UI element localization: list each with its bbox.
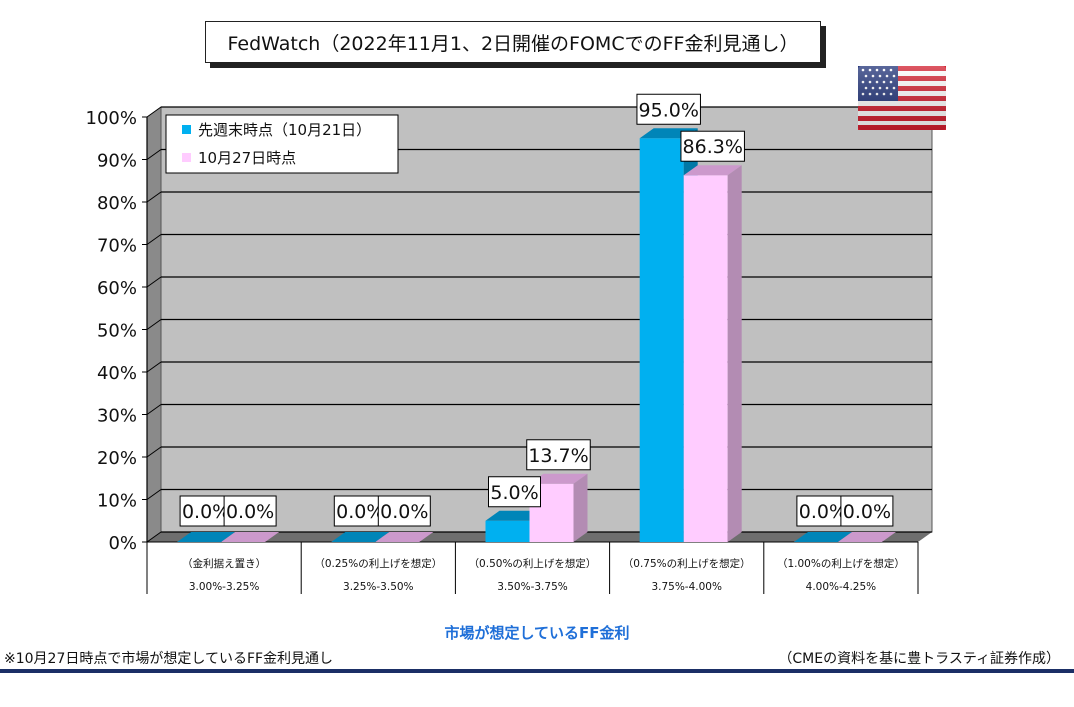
chart-title: FedWatch（2022年11月1、2日開催のFOMCでのFF金利見通し） <box>205 21 821 63</box>
legend-label: 10月27日時点 <box>198 149 296 167</box>
bar-top <box>177 532 236 542</box>
data-label-box <box>526 439 591 471</box>
data-label: 0.0% <box>182 501 230 523</box>
data-label-box <box>179 495 233 527</box>
bar-side <box>573 473 588 542</box>
bar <box>683 175 728 542</box>
bar-top <box>221 532 280 542</box>
category-range-label: 3.00%-3.25% <box>189 581 260 593</box>
y-tick-label: 60% <box>97 278 137 299</box>
y-tick-label: 80% <box>97 193 137 214</box>
source-credit: （CMEの資料を基に豊トラスティ証券作成） <box>778 651 1060 667</box>
category-label: （0.25%の利上げを想定） <box>314 557 442 570</box>
data-label-box <box>680 130 745 162</box>
gridline-depth <box>146 234 162 245</box>
y-tick-label: 50% <box>97 321 137 342</box>
legend-swatch <box>182 153 191 162</box>
category-label: （0.75%の利上げを想定） <box>623 557 751 570</box>
y-tick-label: 10% <box>97 491 137 512</box>
gridline-depth <box>146 446 162 458</box>
data-label: 0.0% <box>380 501 428 523</box>
gridline-depth <box>146 531 162 543</box>
category-label: （金利据え置き） <box>182 557 266 570</box>
x-axis-title: 市場が想定しているFF金利 <box>444 624 630 642</box>
y-tick-label: 90% <box>97 151 137 172</box>
bar <box>639 138 684 542</box>
bar-top <box>529 473 588 484</box>
bar-top <box>683 165 742 176</box>
gridline-depth <box>146 106 162 118</box>
data-label-box <box>377 495 431 527</box>
data-label: 0.0% <box>226 501 274 523</box>
footnote: ※10月27日時点で市場が想定しているFF金利見通し <box>4 651 334 667</box>
gridline-depth <box>146 404 162 415</box>
legend-label: 先週末時点（10月21日） <box>198 121 371 139</box>
bar <box>485 520 530 542</box>
gridline-depth <box>146 149 162 160</box>
category-label: （0.50%の利上げを想定） <box>469 557 597 570</box>
y-tick-label: 0% <box>108 533 137 554</box>
category-range-label: 3.50%-3.75% <box>497 581 568 593</box>
category-range-label: 4.00%-4.25% <box>806 581 877 593</box>
gridline-depth <box>146 319 162 330</box>
category-label: （1.00%の利上げを想定） <box>777 557 905 570</box>
data-label-box <box>223 495 277 527</box>
data-label: 0.0% <box>843 501 891 523</box>
bar-top <box>331 532 390 542</box>
bar-top <box>485 510 544 521</box>
data-label-box <box>488 476 541 508</box>
data-label: 13.7% <box>528 445 588 467</box>
data-label: 95.0% <box>639 99 699 121</box>
gridline-depth <box>146 489 162 500</box>
gridline-depth <box>146 361 162 373</box>
legend-swatch <box>182 125 191 134</box>
y-tick-label: 100% <box>86 108 137 129</box>
data-label: 86.3% <box>683 136 743 158</box>
us-flag-icon <box>858 66 946 130</box>
bar-side <box>727 165 742 542</box>
data-label-box <box>333 495 387 527</box>
category-range-label: 3.25%-3.50% <box>343 581 414 593</box>
bar-chart: 0% 10% 20% 30% 40% 50% 60% 70% 80% 90% 100% （金利据え置き… <box>86 93 933 594</box>
bottom-divider <box>0 669 1074 673</box>
bar-top <box>375 532 434 542</box>
y-tick-label: 20% <box>97 448 137 469</box>
data-label-box <box>796 495 850 527</box>
y-tick-label: 40% <box>97 363 137 384</box>
data-label-box <box>840 495 894 527</box>
bar-top <box>837 532 896 542</box>
bar-top <box>793 532 852 542</box>
data-label: 0.0% <box>336 501 384 523</box>
y-tick-label: 70% <box>97 236 137 257</box>
gridline-depth <box>146 191 162 203</box>
y-tick-label: 30% <box>97 406 137 427</box>
data-label: 5.0% <box>490 482 538 504</box>
category-range-label: 3.75%-4.00% <box>651 581 722 593</box>
data-label: 0.0% <box>799 501 847 523</box>
gridline-depth <box>146 276 162 288</box>
data-label-box <box>636 93 701 125</box>
legend <box>165 114 399 174</box>
